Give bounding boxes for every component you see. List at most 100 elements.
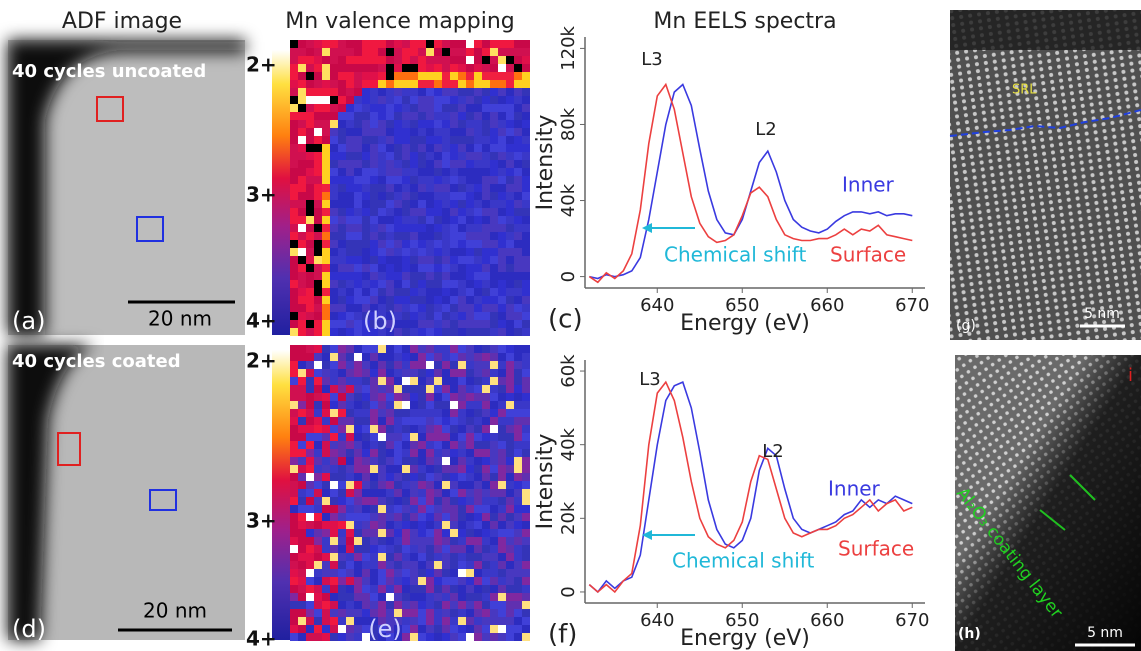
map-cell xyxy=(290,361,298,369)
map-cell xyxy=(426,449,434,457)
map-cell xyxy=(378,505,386,513)
map-cell xyxy=(410,473,418,481)
map-cell xyxy=(338,441,346,449)
map-cell xyxy=(506,393,514,401)
map-cell xyxy=(474,465,482,473)
map-cell xyxy=(402,224,410,232)
map-cell xyxy=(426,152,434,160)
map-cell xyxy=(346,625,354,633)
map-cell xyxy=(338,224,346,232)
map-cell xyxy=(498,441,506,449)
map-cell xyxy=(490,104,498,112)
map-cell xyxy=(386,601,394,609)
map-cell xyxy=(522,208,530,216)
map-cell xyxy=(330,593,338,601)
map-cell xyxy=(402,393,410,401)
map-cell xyxy=(314,457,322,465)
map-cell xyxy=(466,553,474,561)
map-cell xyxy=(434,377,442,385)
map-cell xyxy=(378,465,386,473)
map-cell xyxy=(482,224,490,232)
map-cell xyxy=(522,569,530,577)
map-cell xyxy=(474,377,482,385)
adf-dark-region xyxy=(8,40,245,335)
map-cell xyxy=(474,433,482,441)
map-cell xyxy=(466,168,474,176)
map-cell xyxy=(354,561,362,569)
map-cell xyxy=(442,264,450,272)
map-cell xyxy=(474,441,482,449)
map-cell xyxy=(402,48,410,56)
map-cell xyxy=(418,80,426,88)
map-cell xyxy=(322,152,330,160)
map-cell xyxy=(322,160,330,168)
map-cell xyxy=(370,393,378,401)
map-cell xyxy=(362,112,370,120)
map-cell xyxy=(466,569,474,577)
map-cell xyxy=(370,457,378,465)
map-cell xyxy=(426,617,434,625)
map-cell xyxy=(466,585,474,593)
map-cell xyxy=(378,529,386,537)
map-cell xyxy=(410,529,418,537)
map-cell xyxy=(290,545,298,553)
adf-top xyxy=(8,40,245,335)
map-cell xyxy=(354,585,362,593)
map-cell xyxy=(466,617,474,625)
map-cell xyxy=(338,136,346,144)
map-cell xyxy=(474,288,482,296)
map-cell xyxy=(362,104,370,112)
valence-map xyxy=(290,40,530,336)
map-cell xyxy=(402,609,410,617)
map-cell xyxy=(362,128,370,136)
map-cell xyxy=(378,144,386,152)
map-cell xyxy=(330,625,338,633)
map-cell xyxy=(394,240,402,248)
map-cell xyxy=(298,513,306,521)
map-cell xyxy=(482,104,490,112)
map-cell xyxy=(394,457,402,465)
map-cell xyxy=(514,112,522,120)
map-cell xyxy=(314,272,322,280)
map-cell xyxy=(314,176,322,184)
map-cell xyxy=(490,361,498,369)
map-cell xyxy=(314,473,322,481)
map-cell xyxy=(314,425,322,433)
map-cell xyxy=(514,369,522,377)
map-cell xyxy=(522,72,530,80)
map-cell xyxy=(474,545,482,553)
map-cell xyxy=(482,136,490,144)
map-cell xyxy=(386,152,394,160)
map-cell xyxy=(354,208,362,216)
map-cell xyxy=(498,569,506,577)
map-cell xyxy=(418,168,426,176)
map-cell xyxy=(362,288,370,296)
map-cell xyxy=(474,569,482,577)
map-cell xyxy=(386,401,394,409)
map-cell xyxy=(474,497,482,505)
map-cell xyxy=(426,112,434,120)
map-cell xyxy=(330,377,338,385)
map-cell xyxy=(338,248,346,256)
map-cell xyxy=(474,176,482,184)
map-cell xyxy=(378,489,386,497)
map-cell xyxy=(490,481,498,489)
map-cell xyxy=(330,296,338,304)
map-cell xyxy=(466,409,474,417)
map-cell xyxy=(338,577,346,585)
map-cell xyxy=(522,617,530,625)
map-cell xyxy=(482,609,490,617)
map-cell xyxy=(402,385,410,393)
map-cell xyxy=(514,152,522,160)
map-cell xyxy=(442,353,450,361)
map-cell xyxy=(506,593,514,601)
map-cell xyxy=(474,328,482,336)
map-cell xyxy=(418,593,426,601)
map-cell xyxy=(322,144,330,152)
map-cell xyxy=(442,529,450,537)
map-cell xyxy=(354,240,362,248)
map-cell xyxy=(474,577,482,585)
map-cell xyxy=(434,537,442,545)
map-cell xyxy=(394,417,402,425)
map-cell xyxy=(506,144,514,152)
